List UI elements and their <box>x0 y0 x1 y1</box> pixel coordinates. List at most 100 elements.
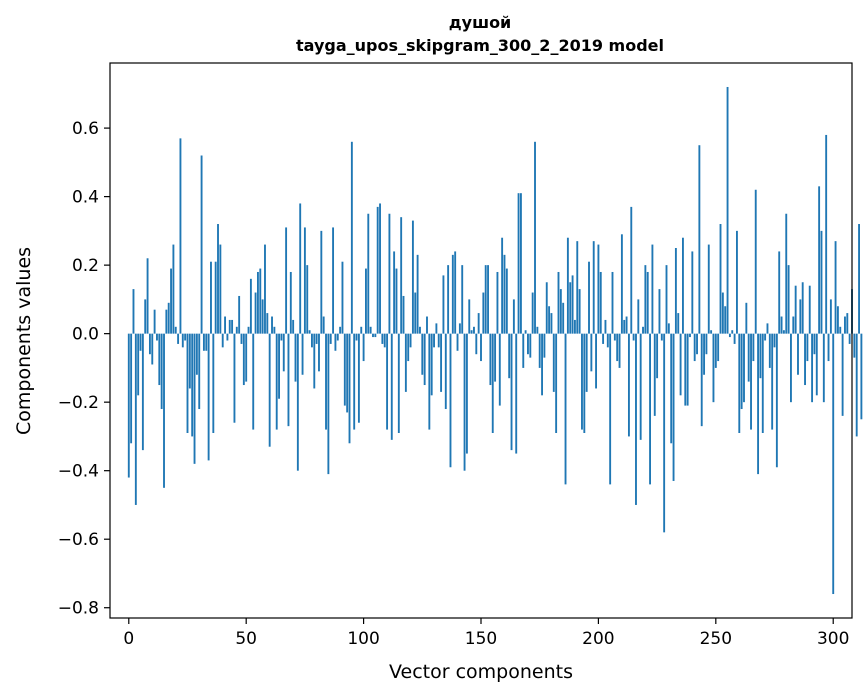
bar-172 <box>531 292 534 334</box>
bar-212 <box>625 316 628 334</box>
bar-246 <box>705 333 708 355</box>
bar-39 <box>219 244 222 334</box>
bar-254 <box>724 306 727 334</box>
bar-141 <box>458 323 461 334</box>
bar-50 <box>245 333 248 382</box>
bar-145 <box>468 299 471 334</box>
bar-221 <box>646 271 649 334</box>
bar-36 <box>212 333 215 433</box>
bar-107 <box>379 203 381 334</box>
bar-303 <box>839 326 842 334</box>
bar-191 <box>576 241 579 334</box>
bar-182 <box>555 333 558 433</box>
bar-114 <box>395 268 398 334</box>
bar-234 <box>677 313 680 334</box>
bar-12 <box>156 333 158 341</box>
bar-19 <box>172 244 175 334</box>
bar-155 <box>491 333 494 433</box>
bar-4 <box>137 333 140 396</box>
bar-306 <box>846 313 849 334</box>
bar-269 <box>759 333 762 379</box>
bar-164 <box>512 299 515 334</box>
bar-233 <box>674 248 677 334</box>
bar-53 <box>252 333 255 430</box>
bar-215 <box>632 333 635 341</box>
bar-232 <box>672 333 675 481</box>
bar-68 <box>287 333 290 427</box>
bar-173 <box>534 141 536 334</box>
bar-195 <box>585 333 588 392</box>
bar-256 <box>728 333 731 338</box>
bar-216 <box>635 333 637 505</box>
bar-5 <box>139 333 142 351</box>
y-tick-label: −0.2 <box>58 393 99 413</box>
bar-102 <box>367 213 370 334</box>
bar-226 <box>658 289 661 334</box>
bar-89 <box>336 333 339 341</box>
bar-312 <box>860 333 863 420</box>
bar-294 <box>818 186 821 334</box>
bar-292 <box>813 333 816 355</box>
bar-194 <box>583 333 586 433</box>
bar-222 <box>649 333 651 485</box>
bar-37 <box>214 261 217 334</box>
plot-area-frame <box>109 62 853 619</box>
bar-169 <box>524 330 527 334</box>
bar-196 <box>588 261 590 334</box>
bar-97 <box>355 333 358 341</box>
bar-52 <box>249 278 252 334</box>
bar-305 <box>844 316 846 334</box>
bar-263 <box>745 302 748 334</box>
bar-131 <box>435 323 438 334</box>
bar-229 <box>665 265 668 334</box>
bar-214 <box>630 206 633 334</box>
bar-118 <box>404 333 407 392</box>
x-tick-label: 0 <box>123 629 134 649</box>
bar-86 <box>329 333 332 344</box>
bar-301 <box>834 241 837 334</box>
bar-209 <box>618 333 621 368</box>
bar-58 <box>264 244 266 334</box>
bar-174 <box>536 326 539 334</box>
bar-84 <box>325 333 327 430</box>
x-tick-label: 50 <box>235 629 257 649</box>
bar-104 <box>372 333 374 338</box>
y-tick-label: −0.4 <box>58 462 99 482</box>
bar-247 <box>707 244 710 334</box>
bar-147 <box>473 326 475 334</box>
bar-144 <box>465 333 468 454</box>
bar-228 <box>663 333 666 533</box>
bar-260 <box>738 333 741 433</box>
bar-311 <box>858 224 860 334</box>
bar-91 <box>341 261 344 334</box>
bars-group <box>127 86 863 595</box>
bar-273 <box>768 333 771 368</box>
bar-310 <box>855 333 858 437</box>
bar-289 <box>806 333 809 362</box>
bar-125 <box>421 333 424 375</box>
bar-133 <box>440 333 443 392</box>
bar-237 <box>684 333 687 406</box>
bar-130 <box>433 333 435 348</box>
bar-76 <box>306 265 309 334</box>
bar-167 <box>519 193 522 334</box>
x-tick-label: 100 <box>347 629 379 649</box>
bar-96 <box>353 333 356 430</box>
bar-178 <box>545 282 548 334</box>
bar-117 <box>402 295 405 334</box>
bar-218 <box>639 333 642 440</box>
bar-62 <box>273 326 276 334</box>
bar-220 <box>644 265 647 334</box>
bar-137 <box>449 333 452 468</box>
bar-63 <box>275 333 278 430</box>
bar-98 <box>357 333 360 423</box>
bar-236 <box>682 237 684 334</box>
bar-279 <box>782 330 785 334</box>
x-tick-label: 200 <box>582 629 614 649</box>
bar-297 <box>825 134 828 334</box>
bar-74 <box>301 333 304 375</box>
bar-32 <box>202 333 205 351</box>
bar-251 <box>717 333 720 362</box>
bar-181 <box>552 333 555 392</box>
